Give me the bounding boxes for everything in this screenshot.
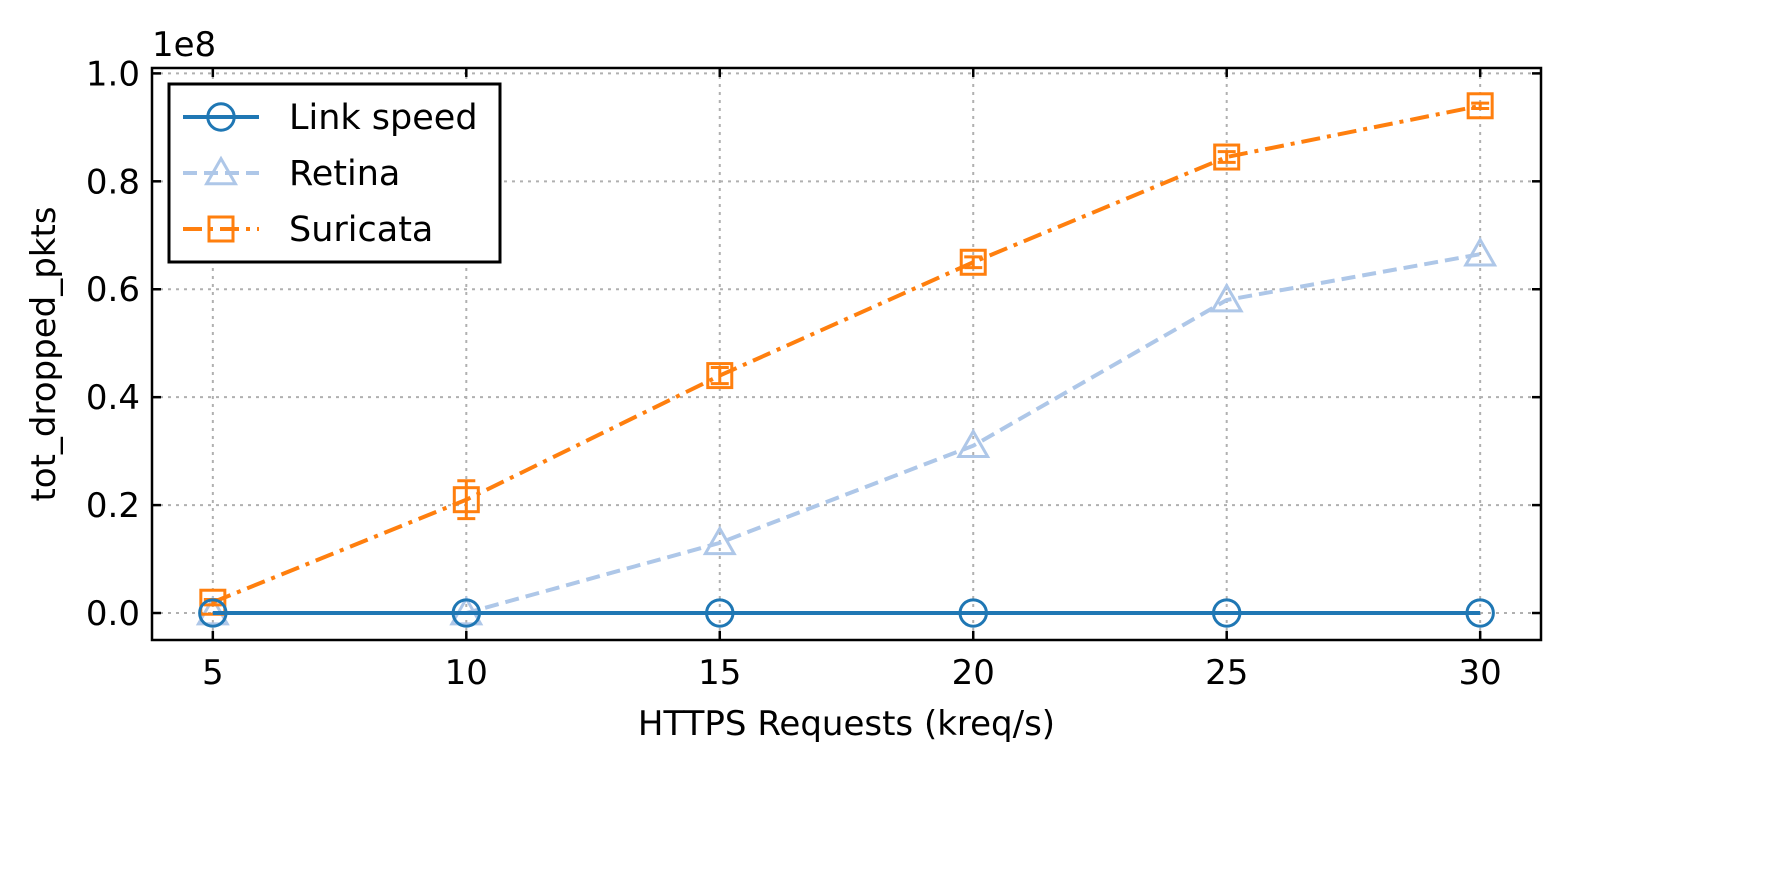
legend-item: Link speed [183,98,478,138]
data-point [1465,598,1495,628]
y-axis-label: tot_dropped_pkts [24,206,64,501]
legend-marker [204,155,238,186]
series-link-speed [198,598,1495,628]
data-point [702,525,737,556]
x-tick-label: 30 [1459,653,1502,693]
data-point [706,362,734,390]
y-tick-label: 0.0 [86,594,140,634]
y-tick-label: 1.0 [86,54,140,94]
x-tick-label: 5 [202,653,224,693]
x-tick-label: 25 [1205,653,1248,693]
series-suricata [199,92,1494,616]
axis-ticks: 5 10 15 20 25 30 0.0 0.2 0.4 0.6 0.8 1.0 [86,54,1541,693]
legend-marker [207,215,235,243]
y-tick-label: 0.4 [86,378,140,418]
legend-label: Retina [289,154,400,194]
x-axis-label: HTTPS Requests (kreq/s) [638,704,1055,744]
data-point [451,598,481,628]
y-tick-label: 0.6 [86,270,140,310]
data-point [705,598,735,628]
legend: Link speed Retina Suricata [167,82,502,264]
x-tick-label: 10 [445,653,488,693]
x-tick-label: 20 [952,653,995,693]
data-point [1209,282,1244,313]
x-tick-label: 15 [698,653,741,693]
legend-marker [206,102,236,132]
legend-label: Suricata [289,210,433,250]
plot-series [195,92,1498,628]
data-point [452,486,480,514]
data-point [198,598,228,628]
legend-item: Retina [183,154,400,194]
data-point [1463,236,1498,267]
legend-item: Suricata [183,210,433,250]
legend-box [167,82,502,264]
data-point [958,598,988,628]
y-tick-label: 0.8 [86,162,140,202]
y-tick-label: 0.2 [86,486,140,526]
plot-frame [150,66,1543,642]
y-axis-offset-label: 1e8 [152,25,216,65]
data-point [1466,92,1494,120]
legend-label: Link speed [289,98,478,138]
data-point [1213,143,1241,171]
data-point [1212,598,1242,628]
data-point [959,248,987,276]
legend-items: Link speed Retina Suricata [183,98,478,250]
data-point [956,428,991,459]
series-line [212,103,1481,605]
